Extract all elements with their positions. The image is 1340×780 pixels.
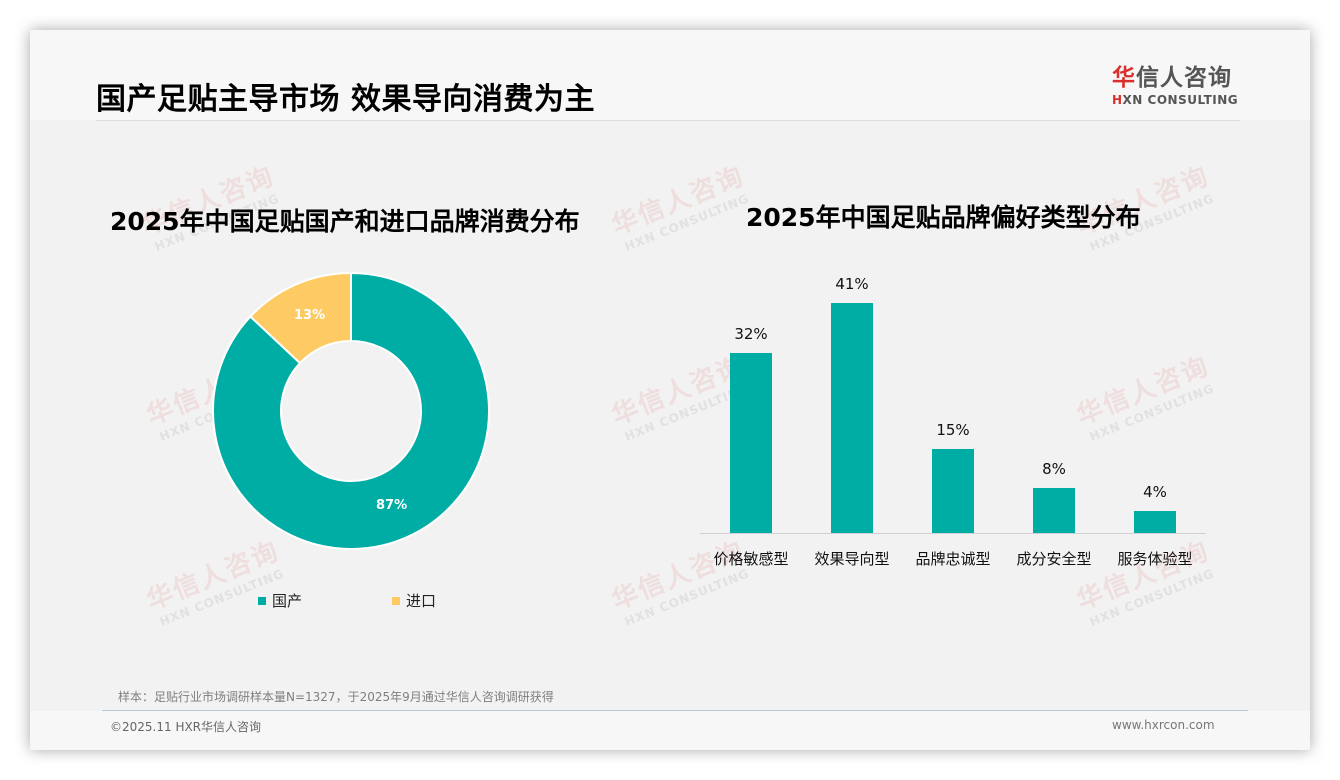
page-title: 国产足贴主导市场 效果导向消费为主 xyxy=(96,82,595,117)
bar-value-label: 15% xyxy=(936,420,970,439)
bar-chart-title: 2025年中国足贴品牌偏好类型分布 xyxy=(746,203,1141,232)
footer-band xyxy=(30,711,1310,750)
legend-item-domestic: 国产 xyxy=(258,590,302,611)
bar-category-label: 服务体验型 xyxy=(1117,550,1193,568)
bar-0 xyxy=(730,353,772,533)
slide: 华信人咨询 HXN CONSULTING 华信人咨询 HXN CONSULTING … xyxy=(30,30,1310,750)
legend-swatch-yellow xyxy=(392,596,400,605)
bar-category-label: 价格敏感型 xyxy=(713,550,789,568)
bar-chart: 32% 价格敏感型 41% 效果导向型 15% 品牌忠诚型 8% 成分安全型 4% 服务体验型 xyxy=(700,275,1206,580)
donut-slice-1 xyxy=(248,271,352,365)
x-axis-line xyxy=(700,533,1206,534)
donut-chart-svg xyxy=(212,271,490,550)
bar-category-label: 成分安全型 xyxy=(1016,550,1092,568)
footer-divider xyxy=(102,710,1248,711)
bar-category-label: 品牌忠诚型 xyxy=(915,550,991,568)
bar-category-label: 效果导向型 xyxy=(814,550,890,568)
donut-label-domestic: 87% xyxy=(376,498,408,513)
bar-value-label: 41% xyxy=(835,275,869,293)
brand-logo: 华信人咨询 HXN CONSULTING xyxy=(1112,65,1239,107)
bar-4 xyxy=(1134,510,1176,533)
bar-1 xyxy=(831,303,873,533)
bar-3 xyxy=(1033,488,1075,533)
donut-chart: 13% 87% xyxy=(212,271,490,550)
title-divider xyxy=(96,120,1240,121)
bar-value-label: 4% xyxy=(1143,482,1167,501)
donut-chart-title: 2025年中国足贴国产和进口品牌消费分布 xyxy=(110,207,580,236)
donut-label-import: 13% xyxy=(294,308,326,323)
donut-slice-0 xyxy=(212,271,490,550)
sample-note: 样本：足贴行业市场调研样本量N=1327，于2025年9月通过华信人咨询调研获得 xyxy=(118,690,554,704)
bar-value-label: 32% xyxy=(734,325,768,344)
copyright: ©2025.11 HXR华信人咨询 xyxy=(110,720,262,734)
bar-2 xyxy=(932,448,974,533)
header-band xyxy=(30,30,1310,120)
legend-swatch-teal xyxy=(258,596,266,605)
bar-value-label: 8% xyxy=(1042,460,1066,479)
website-link[interactable]: www.hxrcon.com xyxy=(1112,718,1215,732)
legend-item-import: 进口 xyxy=(392,590,436,611)
